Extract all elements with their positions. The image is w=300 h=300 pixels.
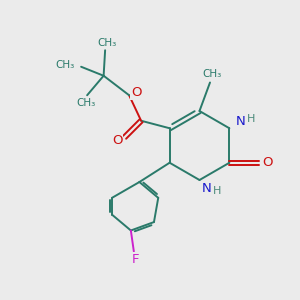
Text: CH₃: CH₃ (97, 38, 116, 48)
Text: H: H (247, 114, 255, 124)
Text: O: O (131, 86, 142, 99)
Text: N: N (236, 115, 246, 128)
Text: O: O (112, 134, 122, 147)
Text: CH₃: CH₃ (202, 69, 221, 79)
Text: O: O (262, 156, 273, 169)
Text: N: N (202, 182, 212, 196)
Text: H: H (213, 186, 222, 197)
Text: CH₃: CH₃ (76, 98, 95, 108)
Text: F: F (132, 254, 139, 266)
Text: CH₃: CH₃ (55, 60, 74, 70)
